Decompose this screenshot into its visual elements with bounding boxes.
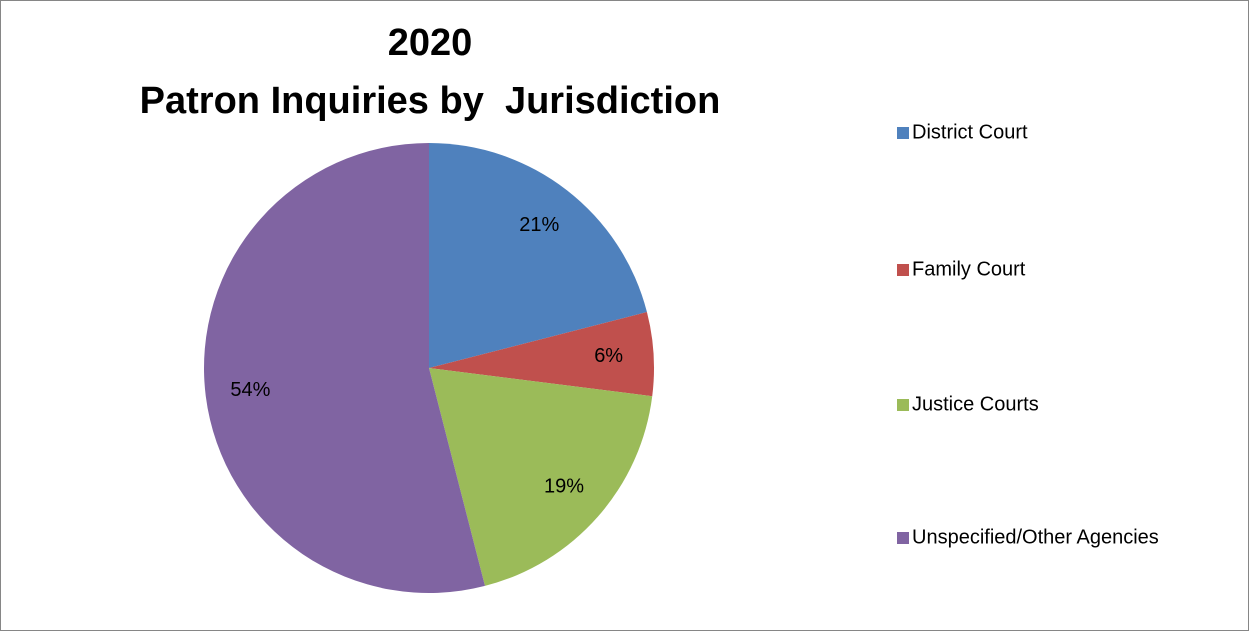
chart-title: Patron Inquiries by Jurisdiction <box>140 80 721 122</box>
legend-swatch <box>897 399 909 411</box>
legend-label: Justice Courts <box>912 393 1039 415</box>
slice-label: 54% <box>230 379 270 401</box>
pie-slice <box>429 312 655 397</box>
legend-label: Family Court <box>912 258 1026 280</box>
slice-label: 19% <box>544 475 584 497</box>
legend-swatch <box>897 264 909 276</box>
slice-label: 6% <box>594 345 623 367</box>
legend-label: Unspecified/Other Agencies <box>912 526 1159 548</box>
legend-swatch <box>897 532 909 544</box>
chart-title: 2020 <box>388 22 473 64</box>
pie-slice <box>204 143 485 593</box>
legend-label: District Court <box>912 121 1028 143</box>
pie-slice <box>429 368 653 586</box>
legend-swatch <box>897 127 909 139</box>
pie-slice <box>429 143 647 368</box>
slice-label: 21% <box>519 214 559 236</box>
